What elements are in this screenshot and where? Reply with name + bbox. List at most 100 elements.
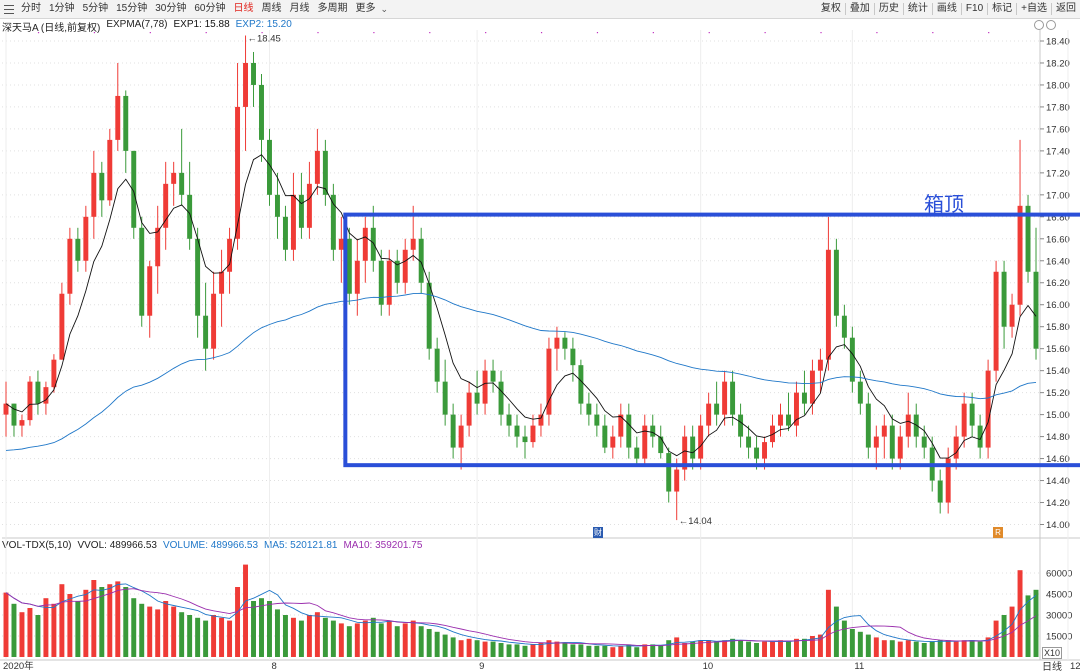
volume-bar[interactable] bbox=[538, 643, 544, 657]
candle-body[interactable] bbox=[330, 194, 336, 250]
candle-body[interactable] bbox=[977, 425, 983, 448]
chevron-down-icon[interactable]: ⌄ bbox=[380, 3, 389, 14]
period-tab-8[interactable]: 月线 bbox=[289, 3, 310, 14]
volume-bar[interactable] bbox=[658, 645, 664, 657]
candle-body[interactable] bbox=[586, 403, 592, 415]
candle-body[interactable] bbox=[1025, 205, 1031, 272]
candle-body[interactable] bbox=[881, 425, 887, 437]
candle-body[interactable] bbox=[546, 348, 552, 415]
volume-bar[interactable] bbox=[1017, 570, 1023, 657]
volume-bar[interactable] bbox=[306, 615, 312, 657]
volume-bar[interactable] bbox=[490, 641, 496, 657]
volume-bar[interactable] bbox=[865, 634, 871, 657]
volume-bar[interactable] bbox=[554, 641, 560, 657]
toolbar-action-4[interactable]: 画线 bbox=[936, 3, 957, 14]
volume-bar[interactable] bbox=[985, 637, 991, 657]
volume-bar[interactable] bbox=[474, 640, 480, 657]
volume-bar[interactable] bbox=[99, 587, 105, 657]
candle-body[interactable] bbox=[3, 403, 9, 415]
period-tab-1[interactable]: 1分钟 bbox=[49, 3, 75, 14]
volume-bar[interactable] bbox=[754, 643, 760, 657]
candle-body[interactable] bbox=[562, 337, 568, 349]
volume-bar[interactable] bbox=[171, 606, 177, 657]
candle-body[interactable] bbox=[953, 436, 959, 459]
candle-body[interactable] bbox=[770, 425, 775, 443]
volume-bar[interactable] bbox=[945, 640, 951, 657]
candle-body[interactable] bbox=[426, 282, 432, 349]
period-tab-2[interactable]: 5分钟 bbox=[82, 3, 109, 14]
volume-bar[interactable] bbox=[849, 629, 855, 657]
candle-body[interactable] bbox=[554, 337, 560, 349]
volume-bar[interactable] bbox=[618, 645, 624, 657]
candle-body[interactable] bbox=[322, 150, 328, 195]
volume-bar[interactable] bbox=[809, 636, 815, 657]
candle-body[interactable] bbox=[163, 183, 169, 228]
candle-body[interactable] bbox=[857, 381, 863, 404]
volume-bar[interactable] bbox=[35, 615, 41, 657]
volume-bar[interactable] bbox=[578, 644, 584, 657]
volume-bar[interactable] bbox=[59, 584, 65, 657]
candle-body[interactable] bbox=[219, 271, 225, 294]
volume-bar[interactable] bbox=[873, 637, 879, 657]
volume-bar[interactable] bbox=[298, 620, 304, 657]
candle-body[interactable] bbox=[1009, 304, 1015, 327]
candle-body[interactable] bbox=[610, 436, 616, 448]
volume-bar[interactable] bbox=[362, 620, 368, 657]
volume-bar[interactable] bbox=[322, 617, 328, 657]
expma-indicator[interactable]: EXPMA(7,78) bbox=[106, 19, 168, 30]
candle-body[interactable] bbox=[203, 315, 209, 349]
volume-bar[interactable] bbox=[155, 609, 161, 657]
candle-body[interactable] bbox=[99, 172, 105, 201]
volume-bar[interactable] bbox=[642, 644, 648, 657]
volume-bar[interactable] bbox=[977, 641, 983, 657]
finance-badge[interactable]: 财 bbox=[593, 527, 603, 538]
candle-body[interactable] bbox=[945, 458, 951, 503]
volume-bar[interactable] bbox=[410, 620, 416, 657]
candle-body[interactable] bbox=[674, 469, 680, 492]
candle-body[interactable] bbox=[123, 95, 129, 151]
volume-bar[interactable] bbox=[75, 601, 81, 657]
volume-bar[interactable] bbox=[330, 620, 336, 657]
volume-bar[interactable] bbox=[698, 640, 704, 657]
candle-body[interactable] bbox=[274, 194, 280, 217]
candle-body[interactable] bbox=[650, 425, 656, 437]
candle-body[interactable] bbox=[897, 436, 903, 459]
candle-body[interactable] bbox=[251, 62, 256, 85]
volume-bar[interactable] bbox=[378, 623, 384, 657]
volume-bar[interactable] bbox=[730, 638, 736, 657]
candle-body[interactable] bbox=[402, 249, 408, 283]
toolbar-action-2[interactable]: 历史 bbox=[878, 3, 899, 14]
candle-body[interactable] bbox=[762, 442, 768, 459]
volume-bar[interactable] bbox=[961, 640, 967, 657]
volume-bar[interactable] bbox=[546, 640, 552, 657]
volume-bar[interactable] bbox=[290, 617, 296, 657]
candle-body[interactable] bbox=[227, 238, 233, 272]
volume-bar[interactable] bbox=[394, 626, 400, 657]
candle-body[interactable] bbox=[211, 293, 217, 349]
candle-body[interactable] bbox=[362, 227, 368, 261]
volume-bar[interactable] bbox=[570, 644, 576, 657]
range-box[interactable] bbox=[343, 212, 1080, 468]
volume-bar[interactable] bbox=[722, 640, 728, 657]
candle-body[interactable] bbox=[865, 403, 871, 448]
volume-bar[interactable] bbox=[937, 640, 943, 657]
volume-bar[interactable] bbox=[107, 584, 113, 657]
volume-bar[interactable] bbox=[801, 638, 807, 657]
candle-body[interactable] bbox=[179, 172, 185, 195]
volume-bar[interactable] bbox=[762, 641, 768, 657]
volume-bar[interactable] bbox=[793, 638, 799, 657]
candle-body[interactable] bbox=[107, 139, 113, 201]
volume-bar[interactable] bbox=[131, 598, 137, 657]
candle-body[interactable] bbox=[801, 392, 807, 404]
candle-body[interactable] bbox=[570, 348, 576, 366]
volume-bar[interactable] bbox=[346, 626, 352, 657]
volume-bar[interactable] bbox=[51, 603, 57, 657]
candle-body[interactable] bbox=[714, 403, 720, 415]
candle-body[interactable] bbox=[75, 238, 81, 261]
candle-body[interactable] bbox=[290, 194, 296, 250]
volume-bar[interactable] bbox=[770, 641, 775, 657]
volume-bar[interactable] bbox=[115, 581, 121, 657]
candle-body[interactable] bbox=[243, 62, 249, 107]
toolbar-action-6[interactable]: 标记 bbox=[992, 3, 1013, 14]
volume-bar[interactable] bbox=[674, 637, 680, 657]
